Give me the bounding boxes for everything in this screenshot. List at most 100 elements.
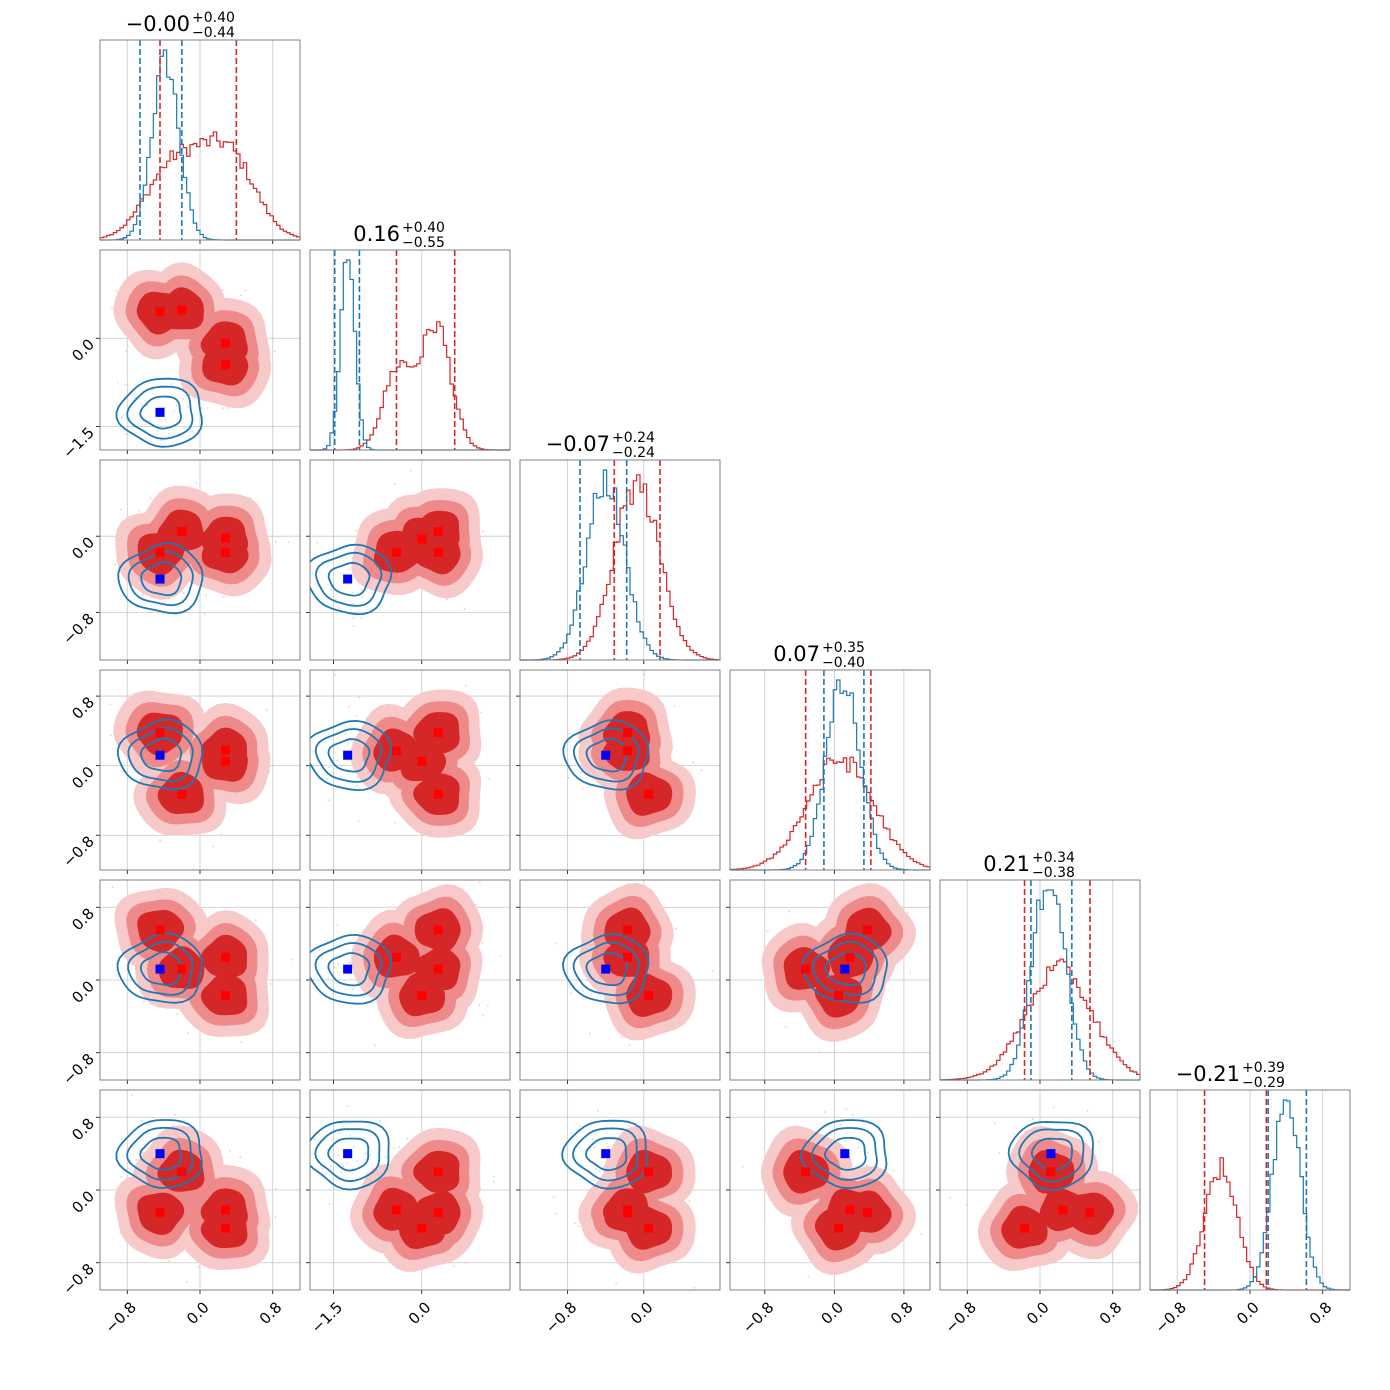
density-layer — [100, 886, 294, 1044]
blue-contour — [327, 561, 371, 597]
blue-sample — [344, 733, 347, 735]
blue-sample — [338, 1131, 341, 1134]
blue-sample — [114, 563, 117, 566]
panel-1-1: 0.16 +0.40−0.55 — [309, 220, 511, 454]
blue-sample — [338, 607, 341, 610]
red-sample — [239, 1156, 242, 1159]
blue-sample — [862, 1118, 865, 1121]
blue-contour — [800, 1119, 888, 1190]
param-title-plus: +0.24 — [612, 430, 655, 446]
panel-border — [519, 879, 721, 1081]
red-sample — [788, 910, 790, 913]
x-tick-label: 0.8 — [256, 1298, 286, 1328]
blue-sample — [1097, 1140, 1100, 1143]
red-marker — [1020, 1223, 1030, 1233]
y-tick-label: 0.8 — [68, 693, 98, 723]
red-sample — [480, 711, 483, 714]
blue-contour — [127, 940, 194, 996]
red-histogram — [729, 756, 931, 871]
blue-sample — [1052, 1106, 1055, 1109]
red-sample — [909, 971, 912, 974]
red-marker — [391, 952, 401, 962]
blue-sample — [191, 430, 194, 433]
red-sample — [142, 1000, 145, 1003]
panel-5-3 — [726, 1089, 931, 1294]
red-sample — [274, 350, 276, 353]
red-marker — [155, 1208, 165, 1218]
blue-sample — [328, 766, 330, 769]
panel-4-2 — [516, 879, 721, 1084]
red-sample — [240, 1041, 243, 1044]
x-tick-label: 0.0 — [405, 1298, 435, 1328]
blue-sample — [336, 759, 339, 762]
blue-sample — [331, 992, 334, 995]
blue-contour — [140, 561, 183, 597]
red-sample — [168, 1259, 170, 1262]
density-layer — [741, 1108, 922, 1278]
blue-sample — [325, 778, 328, 781]
blue-marker — [1046, 1149, 1056, 1159]
y-tick-label: −0.8 — [59, 1260, 97, 1298]
blue-sample — [353, 786, 356, 788]
blue-sample — [149, 420, 152, 423]
blue-sample — [348, 961, 350, 964]
blue-sample — [352, 988, 354, 991]
blue-sample — [333, 966, 336, 968]
red-marker — [155, 925, 165, 935]
red-marker — [220, 745, 230, 755]
blue-sample — [351, 1167, 354, 1170]
red-marker — [644, 1167, 654, 1177]
red-sample — [377, 601, 380, 604]
blue-marker — [343, 574, 353, 584]
panel-3-2 — [516, 669, 721, 874]
blue-sample — [340, 1171, 343, 1174]
blue-contour — [139, 395, 182, 430]
red-sample — [741, 1165, 744, 1168]
red-sample — [274, 540, 277, 543]
red-marker — [845, 1205, 855, 1215]
x-tick-label: 0.8 — [1096, 1298, 1126, 1328]
x-tick-label: −0.8 — [739, 1298, 777, 1336]
panel-border — [519, 669, 721, 871]
red-marker — [1085, 1208, 1095, 1218]
blue-sample — [580, 771, 583, 774]
density-layer — [109, 690, 271, 848]
blue-contour — [115, 377, 203, 448]
blue-contour — [116, 932, 204, 1004]
red-sample — [138, 509, 141, 512]
panel-frame — [519, 459, 721, 661]
red-marker — [417, 990, 427, 1000]
red-sample — [589, 1032, 592, 1035]
y-tick-label: 0.8 — [68, 1114, 98, 1144]
density-layer — [562, 673, 703, 840]
blue-sample — [348, 705, 350, 708]
red-marker — [220, 338, 230, 348]
red-sample — [149, 497, 152, 500]
red-sample — [570, 992, 573, 995]
param-title-minus: −0.29 — [1242, 1075, 1285, 1091]
red-sample — [212, 845, 215, 848]
x-tick-label: 0.0 — [1023, 1298, 1053, 1328]
blue-sample — [334, 673, 336, 676]
blue-contour — [327, 738, 371, 773]
red-marker — [177, 305, 187, 315]
red-sample — [465, 1261, 467, 1264]
blue-sample — [378, 1120, 381, 1122]
panel-2-1 — [306, 459, 511, 664]
blue-sample — [330, 1173, 333, 1176]
red-sample — [1012, 1133, 1015, 1136]
blue-sample — [332, 772, 335, 775]
panel-3-3: 0.07 +0.35−0.40 — [729, 640, 931, 874]
blue-sample — [172, 410, 175, 413]
blue-sample — [316, 541, 319, 544]
red-sample — [463, 608, 466, 611]
red-marker — [623, 728, 633, 738]
blue-contour — [824, 951, 867, 986]
blue-sample — [851, 1113, 854, 1116]
density-layer — [310, 469, 485, 627]
blue-contour — [561, 1119, 648, 1190]
red-sample — [195, 482, 198, 485]
panel-4-1 — [306, 879, 511, 1084]
red-marker — [623, 925, 633, 935]
